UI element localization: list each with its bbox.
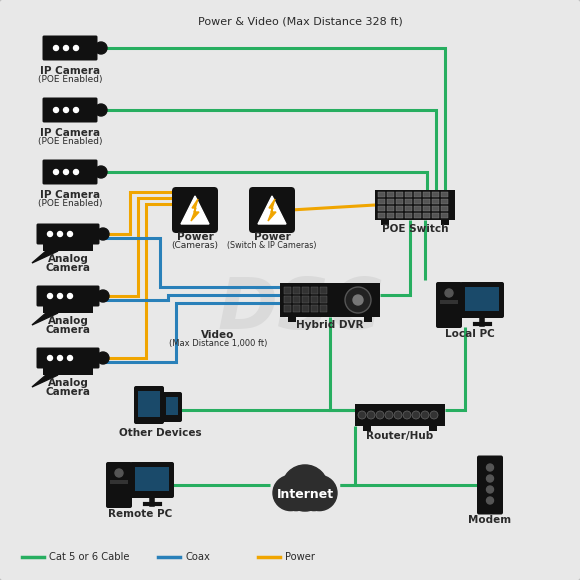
FancyBboxPatch shape bbox=[387, 199, 394, 204]
Circle shape bbox=[57, 231, 63, 237]
FancyBboxPatch shape bbox=[320, 287, 327, 294]
Circle shape bbox=[48, 293, 53, 299]
Circle shape bbox=[345, 287, 371, 313]
Text: (POE Enabled): (POE Enabled) bbox=[38, 199, 102, 208]
Text: Hybrid DVR: Hybrid DVR bbox=[296, 320, 364, 330]
Circle shape bbox=[487, 475, 494, 482]
FancyBboxPatch shape bbox=[43, 243, 93, 251]
Text: Power & Video (Max Distance 328 ft): Power & Video (Max Distance 328 ft) bbox=[198, 17, 403, 27]
Circle shape bbox=[95, 42, 107, 54]
Circle shape bbox=[63, 169, 68, 175]
FancyBboxPatch shape bbox=[387, 206, 394, 211]
Text: (Cameras): (Cameras) bbox=[172, 241, 219, 250]
Circle shape bbox=[95, 104, 107, 116]
FancyBboxPatch shape bbox=[363, 426, 371, 431]
FancyBboxPatch shape bbox=[293, 296, 300, 303]
FancyBboxPatch shape bbox=[249, 187, 295, 233]
FancyBboxPatch shape bbox=[43, 305, 93, 313]
Circle shape bbox=[282, 465, 328, 511]
FancyBboxPatch shape bbox=[135, 467, 169, 491]
FancyBboxPatch shape bbox=[387, 213, 394, 218]
FancyBboxPatch shape bbox=[396, 192, 403, 197]
Text: (Switch & IP Cameras): (Switch & IP Cameras) bbox=[227, 241, 317, 250]
FancyBboxPatch shape bbox=[42, 160, 97, 184]
FancyBboxPatch shape bbox=[396, 199, 403, 204]
Circle shape bbox=[95, 166, 107, 178]
Circle shape bbox=[115, 469, 123, 477]
FancyBboxPatch shape bbox=[110, 480, 128, 484]
Circle shape bbox=[74, 107, 78, 113]
FancyBboxPatch shape bbox=[460, 282, 504, 318]
FancyBboxPatch shape bbox=[414, 192, 421, 197]
Circle shape bbox=[353, 295, 363, 305]
Circle shape bbox=[74, 45, 78, 50]
Circle shape bbox=[302, 476, 337, 510]
FancyBboxPatch shape bbox=[396, 213, 403, 218]
FancyBboxPatch shape bbox=[432, 213, 439, 218]
Circle shape bbox=[53, 45, 59, 50]
Circle shape bbox=[487, 464, 494, 471]
FancyBboxPatch shape bbox=[106, 462, 132, 508]
Circle shape bbox=[394, 411, 402, 419]
FancyBboxPatch shape bbox=[441, 192, 448, 197]
Text: Power: Power bbox=[285, 552, 315, 562]
FancyBboxPatch shape bbox=[378, 213, 385, 218]
Text: Camera: Camera bbox=[45, 325, 90, 335]
FancyBboxPatch shape bbox=[37, 347, 100, 368]
FancyBboxPatch shape bbox=[284, 305, 291, 312]
FancyBboxPatch shape bbox=[162, 392, 182, 422]
Text: Camera: Camera bbox=[45, 387, 90, 397]
Text: Camera: Camera bbox=[45, 263, 90, 273]
FancyBboxPatch shape bbox=[429, 426, 437, 431]
FancyBboxPatch shape bbox=[37, 223, 100, 245]
Text: Router/Hub: Router/Hub bbox=[367, 431, 434, 441]
FancyBboxPatch shape bbox=[378, 199, 385, 204]
FancyBboxPatch shape bbox=[465, 287, 499, 311]
Circle shape bbox=[97, 290, 109, 302]
Circle shape bbox=[63, 45, 68, 50]
FancyBboxPatch shape bbox=[405, 213, 412, 218]
FancyBboxPatch shape bbox=[280, 283, 380, 317]
Text: IP Camera: IP Camera bbox=[40, 66, 100, 76]
FancyBboxPatch shape bbox=[134, 386, 164, 424]
Text: Video: Video bbox=[201, 330, 235, 340]
FancyBboxPatch shape bbox=[166, 397, 178, 415]
FancyBboxPatch shape bbox=[405, 199, 412, 204]
Polygon shape bbox=[191, 199, 199, 221]
FancyBboxPatch shape bbox=[293, 287, 300, 294]
Text: (POE Enabled): (POE Enabled) bbox=[38, 75, 102, 84]
Circle shape bbox=[421, 411, 429, 419]
Polygon shape bbox=[32, 251, 58, 263]
Circle shape bbox=[273, 476, 308, 510]
Circle shape bbox=[412, 411, 420, 419]
FancyBboxPatch shape bbox=[423, 206, 430, 211]
FancyBboxPatch shape bbox=[423, 213, 430, 218]
Polygon shape bbox=[181, 196, 209, 224]
Text: IP Camera: IP Camera bbox=[40, 128, 100, 138]
Text: (Max Distance 1,000 ft): (Max Distance 1,000 ft) bbox=[169, 339, 267, 348]
FancyBboxPatch shape bbox=[311, 305, 318, 312]
FancyBboxPatch shape bbox=[311, 296, 318, 303]
Circle shape bbox=[487, 486, 494, 493]
FancyBboxPatch shape bbox=[441, 199, 448, 204]
FancyBboxPatch shape bbox=[432, 192, 439, 197]
FancyBboxPatch shape bbox=[288, 317, 296, 322]
Text: Analog: Analog bbox=[48, 316, 88, 326]
Circle shape bbox=[445, 289, 453, 297]
FancyBboxPatch shape bbox=[284, 287, 291, 294]
FancyBboxPatch shape bbox=[423, 199, 430, 204]
FancyBboxPatch shape bbox=[423, 192, 430, 197]
FancyBboxPatch shape bbox=[387, 192, 394, 197]
Polygon shape bbox=[258, 196, 286, 224]
FancyBboxPatch shape bbox=[37, 285, 100, 306]
FancyBboxPatch shape bbox=[441, 206, 448, 211]
Circle shape bbox=[48, 356, 53, 361]
FancyBboxPatch shape bbox=[405, 206, 412, 211]
FancyBboxPatch shape bbox=[320, 296, 327, 303]
FancyBboxPatch shape bbox=[320, 305, 327, 312]
FancyBboxPatch shape bbox=[43, 367, 93, 375]
FancyBboxPatch shape bbox=[311, 287, 318, 294]
FancyBboxPatch shape bbox=[414, 213, 421, 218]
Polygon shape bbox=[268, 199, 276, 221]
